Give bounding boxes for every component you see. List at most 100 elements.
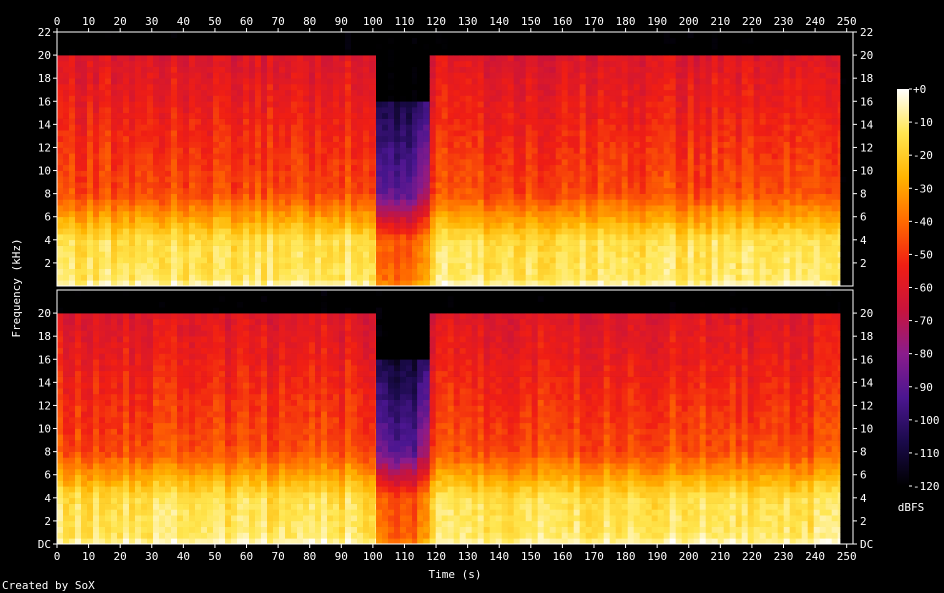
spectrogram-cell [388, 32, 395, 39]
spectrogram-cell [159, 216, 166, 223]
spectrogram-cell [388, 101, 395, 108]
spectrogram-cell [519, 176, 526, 183]
spectrogram-cell [394, 205, 401, 212]
spectrogram-cell [117, 239, 124, 246]
spectrogram-cell [507, 239, 514, 246]
spectrogram-cell [279, 159, 286, 166]
spectrogram-cell [567, 280, 574, 287]
spectrogram-cell [525, 193, 532, 200]
spectrogram-cell [105, 112, 112, 119]
spectrogram-cell [417, 222, 424, 229]
spectrogram-cell [561, 193, 568, 200]
spectrogram-cell [597, 182, 604, 189]
spectrogram-cell [261, 211, 268, 218]
spectrogram-cell [429, 199, 430, 206]
spectrogram-cell [615, 234, 622, 241]
spectrogram-cell [141, 280, 148, 287]
spectrogram-cell [165, 187, 172, 194]
spectrogram-cell [255, 95, 262, 102]
spectrogram-cell [633, 257, 640, 264]
spectrogram-cell [273, 245, 280, 252]
spectrogram-cell [597, 72, 604, 79]
spectrogram-cell [153, 135, 160, 142]
spectrogram-cell [406, 274, 413, 281]
spectrogram-cell [555, 66, 562, 73]
spectrogram-cell [549, 43, 556, 50]
spectrogram-cell [135, 49, 142, 56]
spectrogram-cell [237, 193, 244, 200]
spectrogram-cell [489, 262, 496, 269]
spectrogram-cell [171, 199, 178, 206]
spectrogram-cell [279, 234, 286, 241]
spectrogram-cell [543, 251, 550, 258]
spectrogram-cell [627, 89, 634, 96]
spectrogram-cell [255, 257, 262, 264]
spectrogram-cell [147, 164, 154, 171]
spectrogram-cell [627, 43, 634, 50]
spectrogram-cell [309, 257, 316, 264]
spectrogram-cell [63, 234, 70, 241]
spectrogram-cell [513, 55, 520, 62]
spectrogram-cell [675, 141, 682, 148]
spectrogram-cell [267, 107, 274, 114]
spectrogram-cell [87, 228, 94, 235]
spectrogram-cell [93, 141, 100, 148]
spectrogram-cell [699, 141, 706, 148]
spectrogram-cell [285, 60, 292, 67]
spectrogram-cell [657, 251, 664, 258]
spectrogram-cell [627, 95, 634, 102]
spectrogram-cell [537, 182, 544, 189]
spectrogram-cell [249, 49, 256, 56]
spectrogram-cell [195, 32, 202, 39]
spectrogram-cell [255, 112, 262, 119]
spectrogram-cell [615, 55, 622, 62]
spectrogram-cell [99, 228, 106, 235]
spectrogram-cell [207, 153, 214, 160]
spectrogram-cell [225, 84, 232, 91]
spectrogram-cell [412, 280, 418, 287]
spectrogram-cell [537, 216, 544, 223]
spectrogram-cell [561, 262, 568, 269]
spectrogram-cell [513, 216, 520, 223]
spectrogram-cell [201, 274, 208, 281]
spectrogram-cell [195, 147, 202, 154]
spectrogram-cell [351, 245, 358, 252]
spectrogram-cell [597, 101, 604, 108]
spectrogram-cell [412, 101, 418, 108]
spectrogram-cell [459, 262, 466, 269]
spectrogram-cell [75, 251, 82, 258]
spectrogram-cell [321, 245, 328, 252]
spectrogram-cell [406, 84, 413, 91]
spectrogram-cell [333, 135, 340, 142]
spectrogram-cell [615, 262, 622, 269]
spectrogram-cell [711, 159, 718, 166]
spectrogram-cell [681, 37, 688, 44]
spectrogram-cell [376, 222, 383, 229]
spectrogram-cell [615, 193, 622, 200]
spectrogram-cell [363, 141, 370, 148]
spectrogram-cell [69, 118, 76, 125]
spectrogram-cell [627, 66, 634, 73]
spectrogram-cell [207, 176, 214, 183]
spectrogram-cell [153, 245, 160, 252]
spectrogram-cell [339, 130, 346, 137]
spectrogram-cell [376, 228, 383, 235]
spectrogram-cell [525, 118, 532, 125]
spectrogram-cell [483, 159, 490, 166]
spectrogram-cell [483, 239, 490, 246]
spectrogram-cell [237, 32, 244, 39]
spectrogram-cell [369, 107, 376, 114]
spectrogram-cell [57, 182, 64, 189]
spectrogram-cell [591, 55, 598, 62]
spectrogram-cell [429, 216, 430, 223]
spectrogram-cell [507, 60, 514, 67]
spectrogram-cell [639, 193, 646, 200]
spectrogram-cell [501, 280, 508, 287]
spectrogram-cell [621, 159, 628, 166]
spectrogram-cell [429, 43, 436, 50]
spectrogram-cell [57, 107, 64, 114]
spectrogram-cell [549, 124, 556, 131]
spectrogram-cell [105, 245, 112, 252]
spectrogram-cell [441, 147, 448, 154]
spectrogram-cell [123, 101, 130, 108]
